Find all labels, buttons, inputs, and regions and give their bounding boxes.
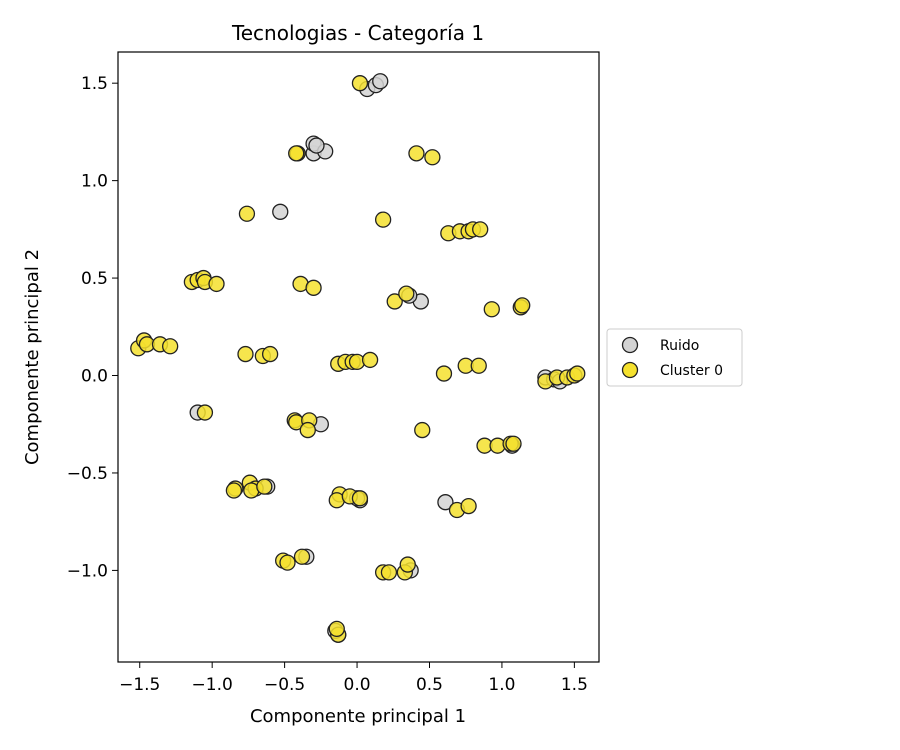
point-cluster-0 (237, 345, 254, 363)
point-ruido (372, 73, 389, 90)
point-cluster-0 (351, 490, 369, 507)
x-tick-label: −0.5 (264, 675, 305, 695)
x-tick-label: 0.0 (344, 675, 371, 695)
x-tick-label: −1.5 (119, 675, 160, 695)
point-cluster-0 (288, 145, 305, 162)
point-cluster-0 (380, 564, 398, 581)
legend-marker-ruido (621, 336, 639, 354)
point-cluster-0 (162, 338, 179, 355)
point-cluster-0 (435, 365, 453, 382)
y-tick-label: 1.5 (81, 74, 108, 94)
point-cluster-0 (505, 435, 522, 452)
point-cluster-0 (208, 275, 225, 293)
legend-box (606, 328, 743, 387)
point-cluster-0 (279, 554, 296, 571)
point-cluster-0 (351, 75, 369, 92)
point-cluster-0 (256, 478, 273, 495)
data-points (130, 73, 586, 643)
point-cluster-0 (399, 556, 416, 573)
point-cluster-0 (361, 351, 379, 369)
point-ruido (272, 203, 289, 220)
legend-label-cluster-0: Cluster 0 (660, 363, 723, 379)
legend-marker-cluster-0 (621, 361, 639, 379)
y-axis-label: Componente principal 2 (22, 249, 43, 465)
point-cluster-0 (569, 365, 586, 382)
y-tick-label: 0.0 (81, 367, 108, 387)
point-cluster-0 (460, 497, 477, 515)
point-cluster-0 (414, 421, 431, 439)
point-ruido (308, 137, 325, 154)
x-axis: −1.5 −1.0 −0.5 0.0 0.5 1.0 1.5 (119, 662, 588, 695)
point-cluster-0 (408, 145, 425, 162)
legend-label-ruido: Ruido (660, 338, 699, 354)
y-tick-label: −0.5 (67, 464, 108, 484)
point-cluster-0 (293, 548, 311, 565)
legend: Ruido Cluster 0 (606, 328, 743, 387)
y-axis: 1.5 1.0 0.5 0.0 −0.5 −1.0 (67, 74, 118, 581)
point-cluster-0 (483, 301, 500, 318)
point-cluster-0 (472, 221, 489, 238)
x-tick-label: 1.0 (488, 675, 515, 695)
x-axis-label: Componente principal 1 (250, 706, 466, 727)
y-tick-label: −1.0 (67, 561, 108, 581)
y-tick-label: 1.0 (81, 172, 108, 192)
point-cluster-0 (299, 421, 316, 439)
point-cluster-0 (196, 404, 214, 421)
point-cluster-0 (238, 205, 256, 222)
point-cluster-0 (470, 357, 487, 374)
point-cluster-0 (261, 345, 279, 363)
point-cluster-0 (424, 149, 441, 166)
point-cluster-0 (374, 211, 392, 228)
point-cluster-0 (398, 285, 415, 302)
point-cluster-0 (305, 279, 322, 296)
x-tick-label: −1.0 (192, 675, 233, 695)
point-cluster-0 (514, 297, 531, 314)
point-cluster-0 (225, 482, 243, 499)
chart-title: Tecnologias - Categoría 1 (231, 21, 484, 45)
point-cluster-0 (328, 620, 345, 638)
x-tick-label: 0.5 (416, 675, 443, 695)
point-cluster-0 (386, 293, 403, 310)
y-tick-label: 0.5 (81, 269, 108, 289)
point-ruido (437, 494, 454, 511)
x-tick-label: 1.5 (561, 675, 588, 695)
plot-frame (117, 51, 600, 663)
